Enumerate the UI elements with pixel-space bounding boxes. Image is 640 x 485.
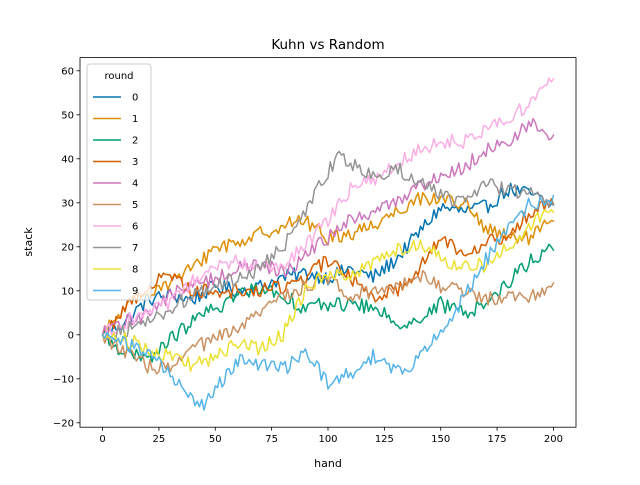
x-tick-label: 200 — [544, 434, 563, 445]
y-tick-label: 40 — [61, 154, 74, 165]
y-ticks: −20 −10 0 10 20 30 40 50 60 — [53, 66, 80, 429]
series-line-5 — [101, 269, 555, 375]
x-tick-label: 150 — [431, 434, 450, 445]
legend-entries: 0 1 2 3 4 5 6 7 8 9 — [93, 93, 138, 297]
legend-label-6: 6 — [132, 222, 138, 233]
y-tick-label: 30 — [61, 198, 74, 209]
y-axis-label: stack — [22, 227, 35, 257]
y-tick-label: 60 — [61, 66, 74, 77]
x-tick-label: 100 — [318, 434, 337, 445]
legend-label-0: 0 — [132, 93, 138, 104]
series-line-4 — [101, 117, 555, 336]
legend: round 0 1 2 3 4 5 6 7 8 9 — [86, 63, 152, 301]
x-tick-label: 175 — [488, 434, 507, 445]
x-tick-label: 125 — [375, 434, 394, 445]
x-tick-label: 0 — [99, 434, 105, 445]
x-tick-label: 75 — [265, 434, 278, 445]
series-layer — [101, 77, 555, 411]
y-tick-label: 10 — [61, 286, 74, 297]
x-tick-label: 50 — [209, 434, 222, 445]
legend-title: round — [104, 71, 133, 82]
legend-label-4: 4 — [132, 179, 138, 190]
legend-label-3: 3 — [132, 157, 138, 168]
series-line-9 — [101, 194, 555, 411]
y-tick-label: −20 — [53, 418, 74, 429]
chart-title: Kuhn vs Random — [271, 37, 384, 53]
legend-label-8: 8 — [132, 265, 138, 276]
x-tick-label: 25 — [153, 434, 166, 445]
series-line-3 — [101, 198, 555, 337]
legend-label-1: 1 — [132, 114, 138, 125]
series-line-7 — [101, 150, 555, 341]
y-tick-label: −10 — [53, 374, 74, 385]
x-axis-label: hand — [314, 457, 342, 470]
series-line-8 — [101, 208, 555, 373]
legend-label-2: 2 — [132, 136, 138, 147]
y-tick-label: 0 — [68, 330, 74, 341]
x-ticks: 0 25 50 75 100 125 150 175 200 — [99, 427, 563, 445]
legend-label-5: 5 — [132, 200, 138, 211]
series-line-2 — [101, 243, 555, 363]
y-tick-label: 20 — [61, 242, 74, 253]
legend-box — [86, 63, 152, 301]
y-tick-label: 50 — [61, 110, 74, 121]
legend-label-7: 7 — [132, 243, 138, 254]
legend-label-9: 9 — [132, 286, 138, 297]
series-line-6 — [101, 77, 555, 340]
